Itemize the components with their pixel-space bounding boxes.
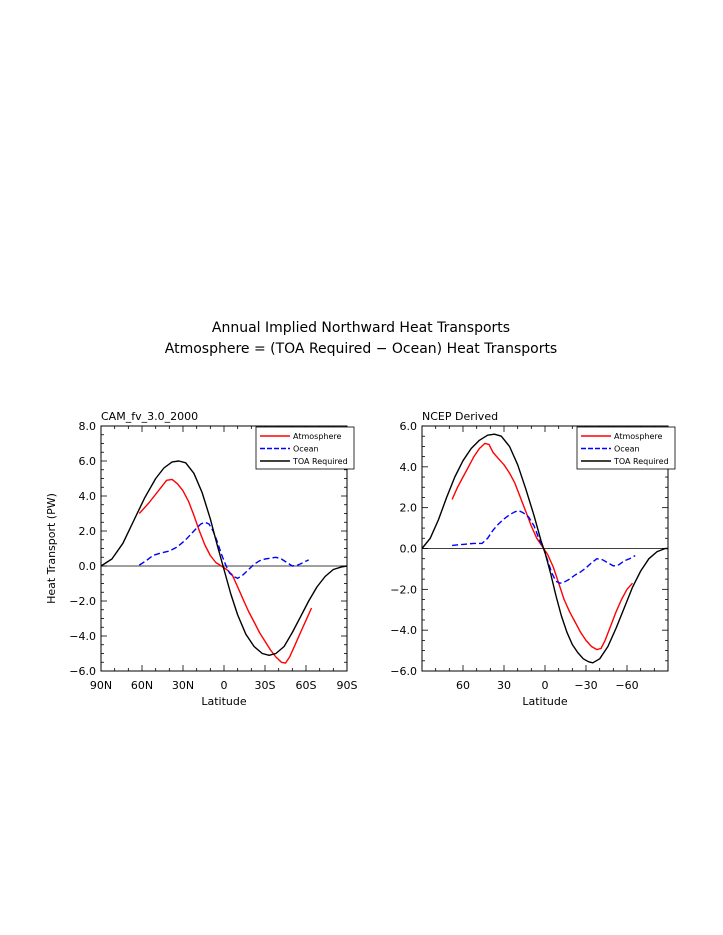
y-tick-label: 4.0 — [400, 461, 418, 474]
series-line-toa-required — [421, 433, 668, 664]
y-tick-label: 2.0 — [79, 525, 97, 538]
x-axis-label: Latitude — [201, 695, 247, 708]
x-tick-label: 60S — [296, 679, 317, 692]
y-tick-label: 4.0 — [79, 490, 97, 503]
legend-label: TOA Required — [292, 457, 348, 466]
y-tick-label: −4.0 — [390, 624, 417, 637]
x-tick-label: 0 — [221, 679, 228, 692]
plot-frame — [421, 425, 669, 672]
panel-cam: CAM_fv_3.0_2000 −6.0 −4.0 −2.0 0.0 2.0 4.0 6.0 8… — [45, 410, 358, 708]
y-tick-label: −2.0 — [69, 595, 96, 608]
y-tick-label: −2.0 — [390, 583, 417, 596]
y-tick-label: −6.0 — [390, 665, 417, 678]
series-line-toa-required — [100, 460, 348, 656]
y-tick-label: 6.0 — [400, 420, 418, 433]
x-tick-label: 60 — [456, 679, 470, 692]
y-tick-label: −4.0 — [69, 630, 96, 643]
series-line-atmosphere — [138, 478, 313, 664]
x-axis-label: Latitude — [522, 695, 568, 708]
legend-box — [576, 426, 676, 470]
figure-title-line1: Annual Implied Northward Heat Transports — [212, 320, 510, 336]
y-tick-label: 8.0 — [79, 420, 97, 433]
x-tick-label: 60N — [131, 679, 153, 692]
y-tick-label: −6.0 — [69, 665, 96, 678]
legend-label: TOA Required — [613, 457, 669, 466]
y-tick-label: 0.0 — [400, 543, 418, 556]
y-axis-label: Heat Transport (PW) — [45, 493, 58, 604]
series-line-ocean — [452, 510, 636, 584]
figure-title-line2: Atmosphere = (TOA Required − Ocean) Heat… — [165, 341, 557, 357]
legend-label: Ocean — [293, 445, 319, 454]
panel-ncep: NCEP Derived −6.0 −4.0 −2.0 0.0 2.0 4.0 6.0 60 30… — [390, 410, 676, 708]
x-tick-label: 0 — [542, 679, 549, 692]
legend-box — [255, 426, 355, 470]
x-tick-label: 30N — [172, 679, 194, 692]
x-tick-label: 30S — [255, 679, 276, 692]
x-tick-label: 90S — [337, 679, 358, 692]
x-tick-label: 30 — [497, 679, 511, 692]
panel-title: CAM_fv_3.0_2000 — [101, 410, 198, 423]
plot-frame — [100, 425, 348, 672]
series-line-ocean — [138, 521, 310, 579]
x-tick-label: 90N — [90, 679, 112, 692]
y-tick-label: 0.0 — [79, 560, 97, 573]
x-tick-label: −30 — [574, 679, 597, 692]
legend-label: Atmosphere — [293, 432, 342, 441]
legend-label: Atmosphere — [614, 432, 663, 441]
panel-title: NCEP Derived — [422, 410, 498, 423]
y-tick-label: 2.0 — [400, 502, 418, 515]
legend-label: Ocean — [614, 445, 640, 454]
x-tick-label: −60 — [615, 679, 638, 692]
y-tick-label: 6.0 — [79, 455, 97, 468]
